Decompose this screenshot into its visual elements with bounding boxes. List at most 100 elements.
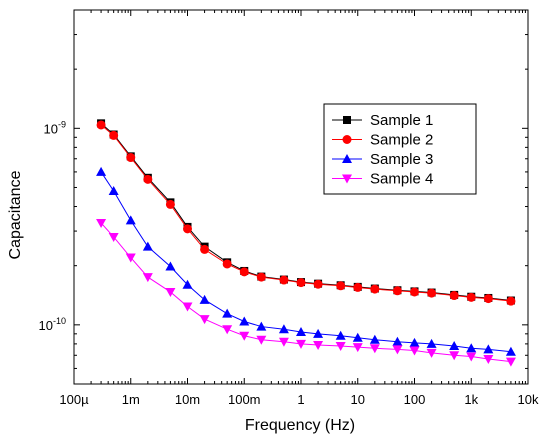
- legend-marker: [343, 116, 351, 124]
- data-point: [370, 284, 380, 294]
- data-point: [449, 291, 459, 301]
- x-tick-label: 10k: [518, 392, 539, 407]
- data-point: [199, 315, 210, 325]
- legend-item: Sample 4: [332, 171, 433, 188]
- data-point: [426, 338, 437, 348]
- legend-marker: [342, 135, 352, 144]
- data-point: [369, 344, 380, 354]
- data-point: [278, 324, 289, 334]
- data-point: [335, 330, 346, 340]
- series-4: [96, 218, 516, 367]
- x-tick-label: 100m: [228, 392, 261, 407]
- data-point: [256, 335, 267, 345]
- data-point: [352, 343, 363, 353]
- series-line: [100, 222, 511, 363]
- data-point: [200, 244, 210, 254]
- data-point: [466, 352, 477, 362]
- data-point: [313, 279, 323, 289]
- data-point: [222, 308, 233, 318]
- legend-item: Sample 1: [332, 112, 433, 129]
- data-point: [353, 282, 363, 292]
- data-point: [313, 328, 324, 338]
- data-point: [336, 281, 346, 291]
- data-point: [352, 332, 363, 342]
- data-point: [409, 337, 420, 347]
- data-point: [165, 199, 175, 209]
- data-point: [222, 259, 232, 269]
- data-point: [125, 253, 136, 263]
- data-point: [392, 286, 402, 296]
- data-point: [96, 120, 106, 130]
- legend-label: Sample 2: [370, 132, 433, 149]
- data-point: [505, 357, 516, 367]
- y-tick-label: 10-9: [44, 119, 66, 136]
- data-point: [256, 272, 266, 282]
- data-point: [278, 337, 289, 347]
- legend-label: Sample 3: [370, 151, 433, 168]
- data-point: [222, 325, 233, 335]
- series-3: [96, 166, 516, 356]
- data-point: [449, 351, 460, 361]
- data-point: [142, 273, 153, 283]
- data-point: [143, 174, 153, 184]
- data-point: [183, 224, 192, 234]
- series-line: [100, 171, 511, 353]
- data-point: [483, 294, 493, 304]
- data-point: [182, 302, 193, 312]
- data-point: [466, 343, 477, 353]
- data-point: [279, 275, 289, 285]
- x-axis-title: Frequency (Hz): [245, 417, 355, 434]
- data-point: [505, 346, 516, 356]
- data-point: [483, 355, 494, 365]
- x-tick-label: 10m: [175, 392, 200, 407]
- x-tick-label: 10: [351, 392, 365, 407]
- data-point: [199, 294, 210, 304]
- legend-item: Sample 3: [332, 151, 433, 168]
- data-point: [96, 166, 107, 176]
- data-point: [239, 316, 250, 326]
- axes: 100µ 1m 10m 100m 1 10 100 1k 10k 10-10 10-9: [39, 9, 539, 407]
- data-point: [108, 232, 119, 242]
- data-point: [165, 261, 176, 271]
- data-point: [296, 339, 306, 349]
- x-tick-label: 1m: [122, 392, 140, 407]
- data-point: [96, 218, 107, 228]
- legend-label: Sample 4: [370, 171, 433, 188]
- data-point: [142, 241, 153, 251]
- data-point: [392, 336, 403, 346]
- legend-marker: [342, 174, 352, 184]
- data-point: [313, 340, 324, 350]
- data-point: [296, 278, 306, 288]
- data-point: [256, 321, 267, 331]
- data-point: [125, 215, 136, 225]
- data-point: [239, 331, 250, 341]
- x-tick-label: 100µ: [59, 392, 89, 407]
- data-point: [296, 326, 306, 336]
- data-point: [483, 344, 494, 354]
- plot-area: [96, 119, 516, 367]
- data-point: [466, 292, 476, 302]
- x-tick-label: 1k: [464, 392, 478, 407]
- data-point: [109, 130, 119, 140]
- data-point: [108, 185, 119, 195]
- data-point: [427, 288, 437, 298]
- x-tick-label: 100: [404, 392, 426, 407]
- y-tick-label: 10-10: [39, 316, 66, 333]
- legend-item: Sample 2: [332, 132, 433, 149]
- data-point: [335, 342, 346, 352]
- data-point: [426, 348, 437, 358]
- legend-marker: [342, 154, 352, 163]
- data-point: [126, 153, 136, 163]
- series-2: [96, 120, 516, 306]
- data-point: [410, 287, 419, 297]
- data-point: [392, 345, 403, 355]
- data-point: [449, 341, 460, 351]
- data-point: [369, 334, 380, 344]
- data-point: [239, 267, 249, 277]
- data-point: [165, 287, 176, 297]
- data-point: [506, 296, 516, 306]
- data-point: [409, 346, 420, 356]
- legend: Sample 1 Sample 2 Sample 3 Sample 4: [323, 103, 477, 195]
- x-tick-label: 1: [297, 392, 304, 407]
